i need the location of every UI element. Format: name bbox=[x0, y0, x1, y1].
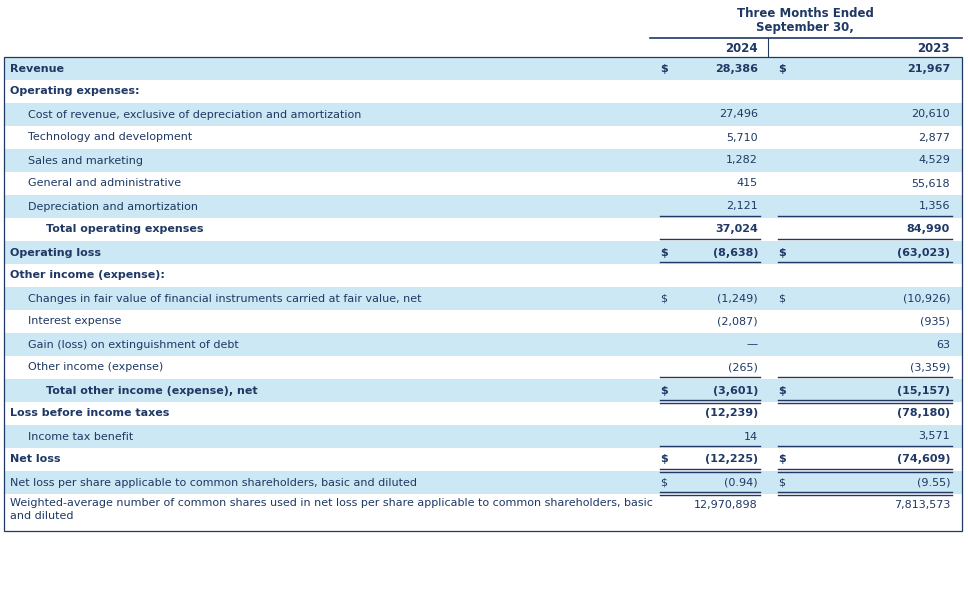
Text: $: $ bbox=[660, 386, 668, 395]
Text: and diluted: and diluted bbox=[10, 511, 74, 521]
Text: (3,601): (3,601) bbox=[712, 386, 758, 395]
Text: Total operating expenses: Total operating expenses bbox=[46, 224, 203, 235]
Text: (265): (265) bbox=[728, 362, 758, 373]
Text: Sales and marketing: Sales and marketing bbox=[28, 155, 143, 165]
Bar bbox=[4, 241, 962, 264]
Text: Net loss per share applicable to common shareholders, basic and diluted: Net loss per share applicable to common … bbox=[10, 478, 417, 488]
Text: Other income (expense): Other income (expense) bbox=[28, 362, 164, 373]
Text: (10,926): (10,926) bbox=[902, 294, 950, 303]
Text: —: — bbox=[747, 340, 758, 349]
Text: Other income (expense):: Other income (expense): bbox=[10, 270, 165, 281]
Bar bbox=[4, 379, 962, 402]
Text: $: $ bbox=[778, 386, 786, 395]
Text: Operating loss: Operating loss bbox=[10, 248, 101, 257]
Text: $: $ bbox=[778, 478, 785, 488]
Bar bbox=[4, 57, 962, 80]
Text: (0.94): (0.94) bbox=[724, 478, 758, 488]
Text: (12,239): (12,239) bbox=[705, 408, 758, 418]
Text: (8,638): (8,638) bbox=[712, 248, 758, 257]
Text: Three Months Ended: Three Months Ended bbox=[737, 7, 873, 20]
Text: 2023: 2023 bbox=[918, 42, 950, 55]
Text: Revenue: Revenue bbox=[10, 63, 64, 73]
Text: $: $ bbox=[660, 294, 667, 303]
Text: 2,121: 2,121 bbox=[726, 202, 758, 211]
Text: 20,610: 20,610 bbox=[912, 109, 950, 119]
Text: (9.55): (9.55) bbox=[917, 478, 950, 488]
Text: 84,990: 84,990 bbox=[907, 224, 950, 235]
Text: General and administrative: General and administrative bbox=[28, 179, 181, 189]
Text: 63: 63 bbox=[936, 340, 950, 349]
Bar bbox=[4, 195, 962, 218]
Text: $: $ bbox=[778, 294, 785, 303]
Text: 28,386: 28,386 bbox=[715, 63, 758, 73]
Text: $: $ bbox=[660, 63, 668, 73]
Bar bbox=[4, 471, 962, 494]
Bar bbox=[4, 333, 962, 356]
Text: Changes in fair value of financial instruments carried at fair value, net: Changes in fair value of financial instr… bbox=[28, 294, 421, 303]
Text: (1,249): (1,249) bbox=[717, 294, 758, 303]
Text: 37,024: 37,024 bbox=[715, 224, 758, 235]
Text: 21,967: 21,967 bbox=[907, 63, 950, 73]
Text: (74,609): (74,609) bbox=[896, 454, 950, 464]
Text: (12,225): (12,225) bbox=[705, 454, 758, 464]
Text: Gain (loss) on extinguishment of debt: Gain (loss) on extinguishment of debt bbox=[28, 340, 239, 349]
Text: September 30,: September 30, bbox=[756, 21, 854, 34]
Text: Total other income (expense), net: Total other income (expense), net bbox=[46, 386, 257, 395]
Text: Loss before income taxes: Loss before income taxes bbox=[10, 408, 169, 418]
Text: (935): (935) bbox=[921, 316, 950, 327]
Text: $: $ bbox=[660, 248, 668, 257]
Bar bbox=[4, 425, 962, 448]
Text: 415: 415 bbox=[737, 179, 758, 189]
Text: 1,282: 1,282 bbox=[726, 155, 758, 165]
Text: 4,529: 4,529 bbox=[918, 155, 950, 165]
Text: $: $ bbox=[778, 248, 786, 257]
Text: 2,877: 2,877 bbox=[918, 133, 950, 143]
Text: 1,356: 1,356 bbox=[919, 202, 950, 211]
Text: 27,496: 27,496 bbox=[719, 109, 758, 119]
Text: Weighted-average number of common shares used in net loss per share applicable t: Weighted-average number of common shares… bbox=[10, 498, 652, 508]
Text: (15,157): (15,157) bbox=[897, 386, 950, 395]
Text: (63,023): (63,023) bbox=[897, 248, 950, 257]
Bar bbox=[4, 103, 962, 126]
Text: $: $ bbox=[660, 478, 667, 488]
Text: Depreciation and amortization: Depreciation and amortization bbox=[28, 202, 198, 211]
Bar bbox=[4, 149, 962, 172]
Text: $: $ bbox=[778, 63, 786, 73]
Text: 5,710: 5,710 bbox=[726, 133, 758, 143]
Bar bbox=[4, 287, 962, 310]
Text: (2,087): (2,087) bbox=[717, 316, 758, 327]
Text: 14: 14 bbox=[743, 432, 758, 442]
Text: Net loss: Net loss bbox=[10, 454, 60, 464]
Text: 3,571: 3,571 bbox=[919, 432, 950, 442]
Text: Operating expenses:: Operating expenses: bbox=[10, 87, 139, 97]
Text: $: $ bbox=[778, 454, 786, 464]
Text: Cost of revenue, exclusive of depreciation and amortization: Cost of revenue, exclusive of depreciati… bbox=[28, 109, 361, 119]
Text: (3,359): (3,359) bbox=[910, 362, 950, 373]
Text: 2024: 2024 bbox=[725, 42, 758, 55]
Text: $: $ bbox=[660, 454, 668, 464]
Text: Income tax benefit: Income tax benefit bbox=[28, 432, 134, 442]
Text: 12,970,898: 12,970,898 bbox=[694, 500, 758, 510]
Text: 7,813,573: 7,813,573 bbox=[893, 500, 950, 510]
Text: Interest expense: Interest expense bbox=[28, 316, 121, 327]
Text: 55,618: 55,618 bbox=[912, 179, 950, 189]
Text: Technology and development: Technology and development bbox=[28, 133, 193, 143]
Text: (78,180): (78,180) bbox=[897, 408, 950, 418]
Bar bbox=[4, 57, 962, 531]
